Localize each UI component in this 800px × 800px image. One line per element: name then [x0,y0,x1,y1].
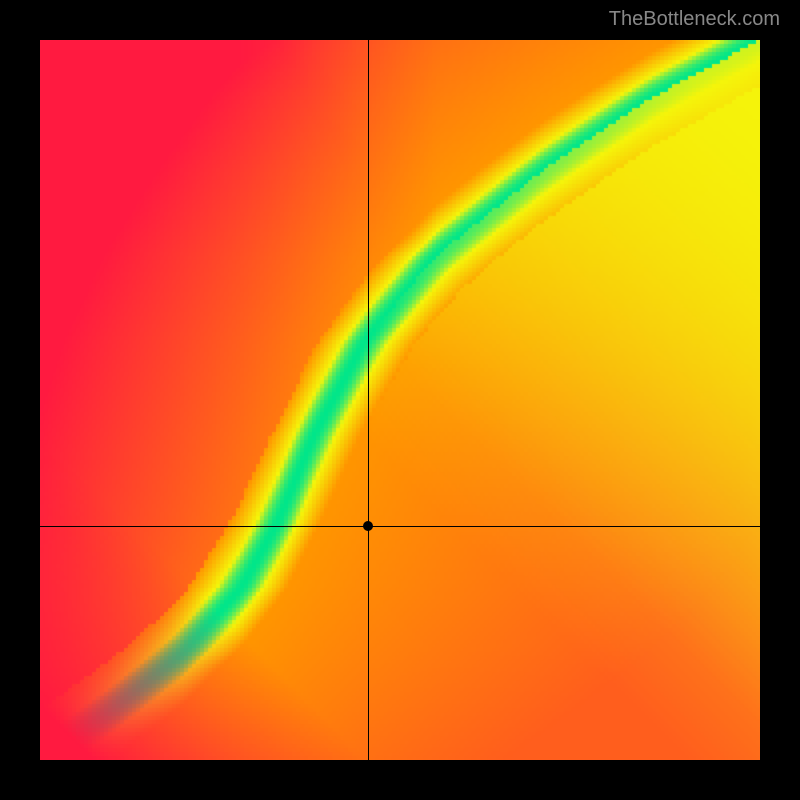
heatmap-canvas [40,40,760,760]
plot-area [40,40,760,760]
chart-container: TheBottleneck.com [0,0,800,800]
data-point-marker [363,521,373,531]
watermark-text: TheBottleneck.com [609,8,780,31]
crosshair-horizontal [40,526,760,527]
crosshair-vertical [368,40,369,760]
